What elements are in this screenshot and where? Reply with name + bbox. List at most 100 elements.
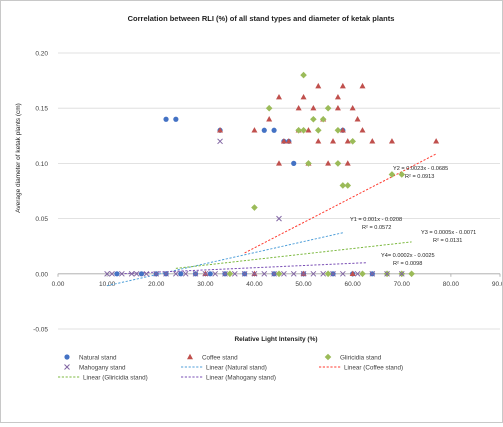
y-tick-label: 0.05	[35, 216, 48, 223]
mahogany-stand-point	[202, 270, 209, 277]
x-stroke	[271, 270, 277, 277]
legend: Natural stand Coffee stand Gliricidia stan…	[58, 353, 403, 381]
coffee-stand-point	[251, 127, 258, 133]
mahogany-stand-point	[192, 270, 199, 277]
gliricidia-stand-point	[324, 104, 332, 112]
x-tick-label: 40.00	[246, 281, 263, 288]
mahogany-stand-point	[143, 270, 150, 277]
gliricidia-stand-point	[226, 270, 234, 278]
coffee-stand-point	[349, 105, 356, 111]
mahogany-stand-point	[231, 270, 238, 277]
legend-label: Coffee stand	[202, 354, 238, 361]
mahogany-stand-point	[163, 270, 169, 277]
mahogany-stand-point	[118, 270, 125, 277]
mahogany-stand-point	[300, 270, 307, 277]
x-stroke	[217, 138, 223, 145]
coffee-stand-point	[344, 138, 351, 144]
mahogany-stand-point	[128, 270, 135, 277]
trendline-2	[244, 153, 437, 254]
x-tick-label: 70.00	[394, 281, 411, 288]
mahogany-stand-point	[398, 270, 405, 277]
coffee-stand-point	[388, 138, 395, 144]
y-tick-label: 0.10	[35, 161, 48, 168]
coffee-stand-point	[339, 82, 346, 89]
trendline-equation: Y4= 0.0002x - 0.0025	[381, 253, 435, 259]
trendlines	[107, 153, 437, 287]
coffee-stand-point	[349, 270, 356, 276]
x-stroke	[118, 270, 125, 277]
x-tick-label: 10.00	[99, 281, 116, 288]
y-tick-label: 0.20	[35, 51, 48, 58]
x-stroke	[212, 270, 219, 277]
gliricidia-stand-point	[314, 126, 322, 134]
gliricidia-stand-point	[300, 71, 307, 79]
coffee-stand-point	[276, 93, 282, 100]
x-stroke	[300, 270, 307, 277]
x-stroke	[369, 270, 376, 277]
mahogany-stand-point	[290, 270, 297, 277]
x-stroke	[231, 270, 238, 277]
x-stroke	[320, 270, 327, 277]
gliricidia-stand-point	[310, 115, 317, 123]
x-stroke	[261, 270, 268, 277]
x-tick-label: 80.00	[443, 281, 460, 288]
x-stroke	[109, 270, 115, 277]
gliricidia-stand-point	[339, 182, 347, 189]
x-stroke	[153, 270, 160, 277]
trendline-r-squared: R² = 0.0572	[362, 225, 391, 231]
mahogany-stand-point	[222, 270, 228, 277]
gliricidia-stand-point	[265, 104, 273, 112]
mahogany-stand-point	[271, 270, 277, 277]
legend-label: Mahogany stand	[79, 364, 126, 371]
coffee-stand-point	[300, 93, 307, 100]
mahogany-stand-point	[330, 270, 336, 277]
gliricidia-stand-point	[305, 160, 312, 167]
mahogany-stand-point	[173, 270, 179, 277]
gliricidia-stand-point	[388, 171, 396, 178]
natural-stand-point	[271, 127, 277, 133]
y-tick-label: 0.00	[35, 271, 48, 278]
legend-symbol	[324, 353, 332, 361]
x-stroke	[290, 270, 297, 277]
gliricidia-stand-point	[295, 126, 302, 134]
legend-label: Linear (Natural stand)	[206, 364, 267, 371]
x-stroke	[354, 270, 361, 277]
mahogany-stand-point	[133, 270, 140, 277]
gliricidia-stand-point	[319, 115, 327, 123]
x-tick-label: 50.00	[295, 281, 312, 288]
x-stroke	[104, 270, 110, 277]
coffee-stand-point	[310, 105, 317, 111]
mahogany-stand-point	[384, 270, 390, 277]
coffee-stand-point	[433, 138, 440, 144]
coffee-stand-point	[344, 160, 351, 166]
coffee-stand-point	[330, 138, 337, 144]
equation-annotations: Y1 = 0.001x - 0.0208 R² = 0.0572 Y2 = 0.00…	[350, 166, 476, 267]
x-stroke	[222, 270, 228, 277]
x-stroke	[163, 270, 169, 277]
coffee-stand-point	[315, 138, 322, 144]
coffee-stand-point	[295, 105, 302, 111]
mahogany-stand-point	[261, 270, 268, 277]
x-tick-label: 0.00	[52, 281, 65, 288]
x-stroke	[241, 270, 248, 277]
x-stroke	[398, 270, 405, 277]
x-stroke	[182, 270, 189, 277]
trendline-r-squared: R² = 0.0131	[433, 238, 462, 244]
legend-label: Natural stand	[79, 354, 117, 361]
x-stroke	[143, 270, 150, 277]
x-stroke	[64, 364, 70, 370]
gliricidia-stand-point	[359, 270, 366, 278]
x-tick-label: 90.00	[492, 281, 502, 288]
trendline-r-squared: R² = 0.0098	[393, 261, 422, 267]
axes: -0.05 0.00 0.05 0.10 0.15 0.20 0.00 10.00 20.00 3…	[33, 51, 503, 334]
trendline-equation: Y2 = 0.0023x - 0.0685	[393, 166, 448, 172]
mahogany-stand-point	[241, 270, 248, 277]
x-stroke	[339, 270, 346, 277]
coffee-stand-point	[305, 127, 312, 133]
natural-stand-point	[173, 116, 179, 122]
natural-stand-point	[207, 271, 213, 277]
x-stroke	[281, 270, 287, 277]
gliricidia-stand-point	[324, 270, 332, 278]
legend-label: Gliricidia stand	[340, 354, 382, 361]
